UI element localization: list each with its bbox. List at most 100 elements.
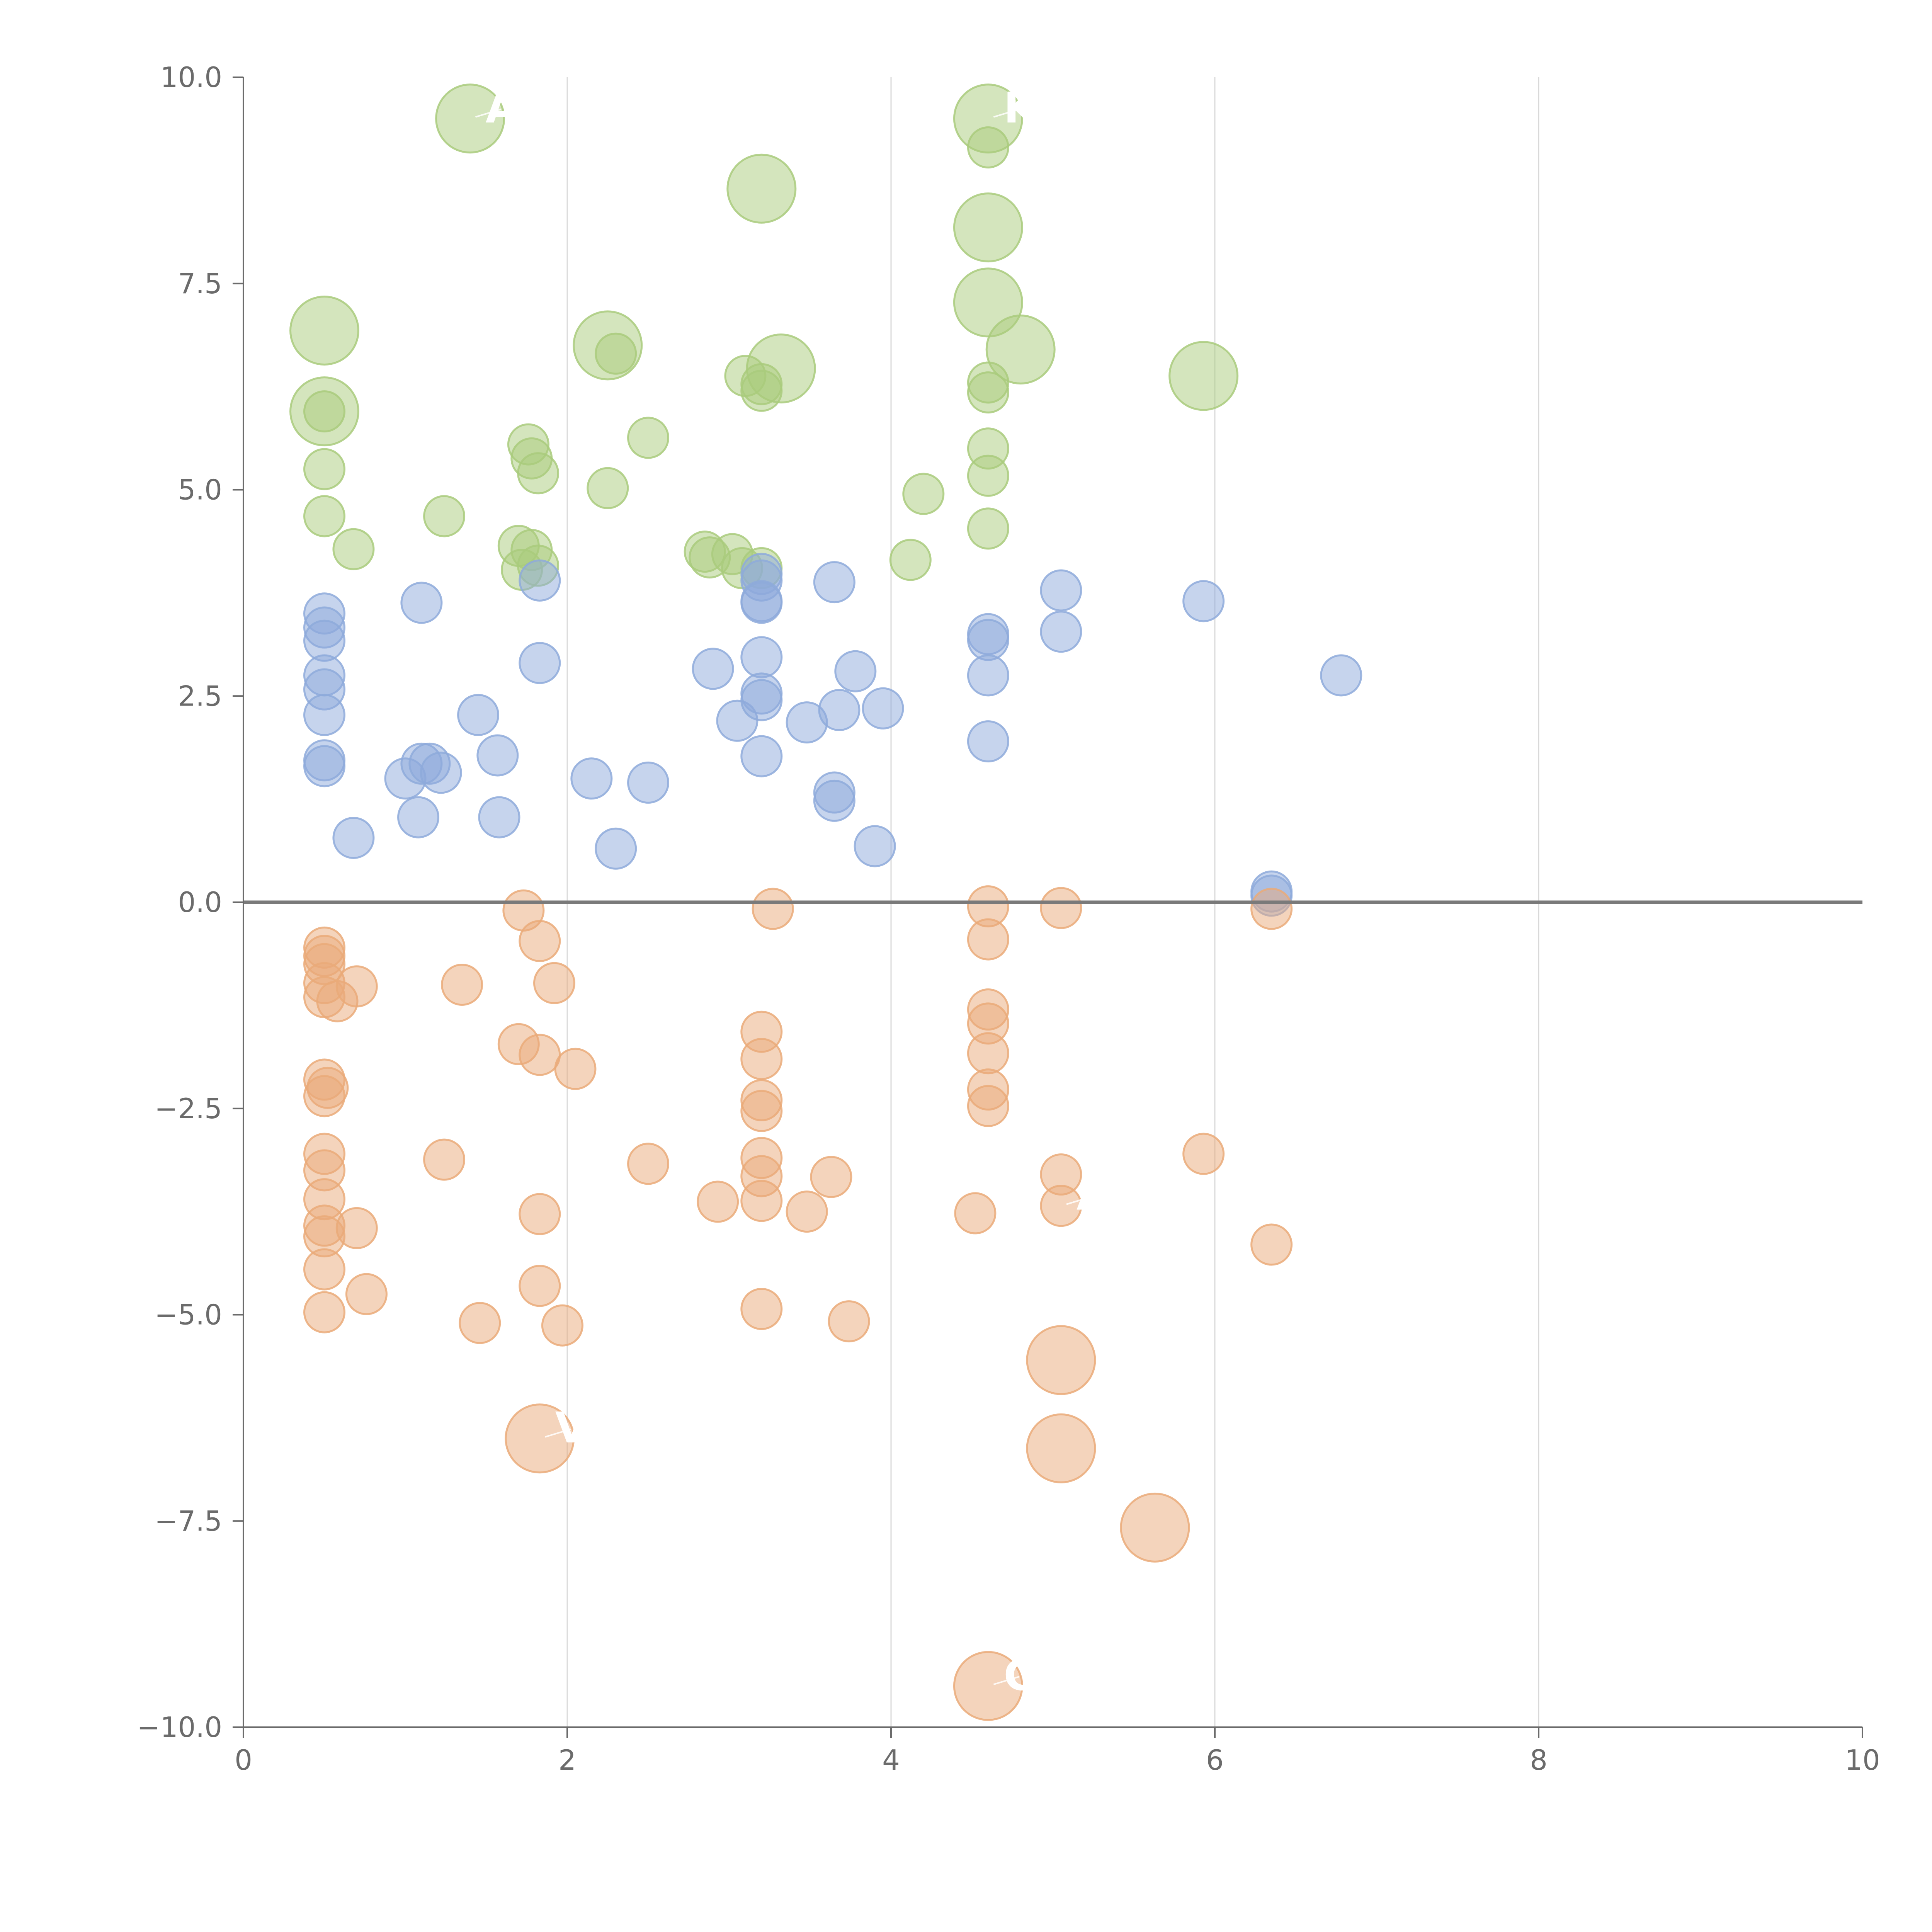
data-point-orange-23 bbox=[519, 920, 561, 962]
data-point-orange-28 bbox=[519, 1193, 561, 1235]
data-point-blue-16 bbox=[476, 734, 519, 777]
data-point-blue-28 bbox=[740, 582, 783, 624]
x-tick-label-1: 2 bbox=[558, 1744, 576, 1776]
points-layer bbox=[289, 83, 1362, 1721]
data-point-blue-13 bbox=[420, 752, 462, 794]
data-point-orange-47 bbox=[967, 918, 1009, 961]
data-point-orange-30 bbox=[541, 1304, 583, 1347]
data-point-orange-6 bbox=[335, 965, 378, 1008]
axis-layer: 0 2 4 6 8 10 −10.0 −7.5 −5.0 −2.5 0.0 2.5 5.0 7.5 10.0 bbox=[137, 61, 1880, 1776]
data-point-orange-9 bbox=[303, 1075, 345, 1117]
data-point-orange-17 bbox=[303, 1291, 345, 1333]
data-point-green-41 bbox=[967, 507, 1009, 550]
data-point-blue-9 bbox=[400, 582, 443, 624]
data-point-orange-19 bbox=[441, 964, 483, 1006]
data-point-blue-50 bbox=[1320, 654, 1362, 697]
data-point-green-35 bbox=[902, 473, 945, 515]
data-point-orange-43 bbox=[786, 1190, 828, 1233]
data-point-green-1 bbox=[726, 153, 797, 224]
data-point-orange-55 bbox=[1040, 887, 1082, 929]
data-point-blue-42 bbox=[967, 619, 1009, 661]
y-tick-label-3: −2.5 bbox=[155, 1092, 222, 1125]
data-point-orange-60 bbox=[1120, 1492, 1190, 1563]
data-point-green-38 bbox=[967, 371, 1009, 414]
data-point-green-24 bbox=[517, 452, 560, 495]
data-point-blue-21 bbox=[595, 827, 637, 870]
annotation-leader-4 bbox=[993, 1676, 1019, 1685]
data-point-green-11 bbox=[303, 448, 345, 490]
data-point-green-40 bbox=[967, 454, 1009, 497]
data-point-blue-46 bbox=[1040, 611, 1082, 653]
data-point-orange-21 bbox=[459, 1302, 501, 1344]
data-point-orange-44 bbox=[810, 1156, 852, 1198]
data-point-green-0 bbox=[435, 83, 505, 154]
data-point-blue-19 bbox=[519, 642, 561, 684]
annotation-label-4: C bbox=[1003, 1650, 1035, 1700]
y-tick-label-7: 7.5 bbox=[178, 267, 222, 300]
data-point-blue-40 bbox=[854, 825, 896, 867]
data-point-orange-29 bbox=[519, 1265, 561, 1307]
data-point-orange-41 bbox=[740, 1180, 783, 1222]
annotation-label-0: A bbox=[486, 83, 519, 133]
data-point-orange-59 bbox=[1026, 1413, 1096, 1483]
data-point-orange-42 bbox=[740, 1288, 783, 1330]
data-point-blue-36 bbox=[834, 650, 877, 692]
annotation-leader-2 bbox=[1066, 1196, 1092, 1205]
data-point-orange-62 bbox=[1250, 888, 1293, 930]
data-point-orange-31 bbox=[505, 1403, 575, 1474]
data-point-blue-14 bbox=[397, 796, 440, 838]
data-point-orange-45 bbox=[828, 1300, 870, 1343]
data-point-orange-54 bbox=[953, 1651, 1023, 1721]
data-point-green-16 bbox=[595, 332, 637, 375]
leader-layer bbox=[475, 108, 1092, 1685]
y-tick-label-8: 10.0 bbox=[160, 61, 222, 94]
data-point-orange-20 bbox=[423, 1138, 466, 1181]
annotation-label-1: K bbox=[1003, 83, 1038, 133]
data-point-green-3 bbox=[967, 126, 1009, 168]
data-point-orange-38 bbox=[740, 1090, 783, 1132]
data-point-green-25 bbox=[587, 467, 629, 509]
data-point-green-10 bbox=[303, 390, 345, 433]
annotation-leader-3 bbox=[545, 1428, 571, 1438]
data-point-blue-5 bbox=[303, 694, 345, 736]
data-point-orange-24 bbox=[533, 962, 575, 1004]
data-point-orange-15 bbox=[335, 1207, 378, 1249]
data-point-blue-34 bbox=[813, 561, 855, 604]
data-point-blue-47 bbox=[1182, 580, 1225, 622]
data-point-orange-52 bbox=[967, 1085, 1009, 1127]
data-point-green-21 bbox=[627, 417, 669, 459]
annotation-leader-0 bbox=[475, 108, 502, 118]
data-point-orange-63 bbox=[1250, 1223, 1293, 1266]
annotation-label-3: V bbox=[555, 1403, 588, 1452]
data-point-green-7 bbox=[1168, 341, 1239, 411]
data-point-orange-61 bbox=[1182, 1133, 1225, 1175]
x-tick-label-0: 0 bbox=[235, 1744, 252, 1776]
data-point-blue-35 bbox=[818, 689, 861, 731]
data-point-blue-18 bbox=[519, 559, 561, 602]
data-point-green-4 bbox=[953, 192, 1023, 263]
data-point-blue-43 bbox=[967, 654, 1009, 697]
data-point-blue-38 bbox=[813, 779, 855, 822]
x-tick-label-2: 4 bbox=[882, 1744, 900, 1776]
data-point-orange-16 bbox=[303, 1248, 345, 1291]
y-tick-label-6: 5.0 bbox=[178, 474, 222, 506]
y-tick-label-2: −5.0 bbox=[155, 1299, 222, 1331]
data-point-orange-34 bbox=[752, 888, 794, 930]
x-tick-label-3: 6 bbox=[1206, 1744, 1224, 1776]
x-tick-label-5: 10 bbox=[1845, 1744, 1880, 1776]
annotation-leader-1 bbox=[993, 108, 1019, 118]
data-point-orange-18 bbox=[345, 1273, 388, 1315]
data-point-orange-26 bbox=[519, 1034, 561, 1076]
data-point-blue-29 bbox=[740, 636, 783, 679]
data-point-blue-45 bbox=[1040, 569, 1082, 612]
data-point-orange-36 bbox=[740, 1038, 783, 1080]
data-point-green-14 bbox=[423, 495, 466, 537]
data-point-blue-7 bbox=[303, 745, 345, 787]
data-point-orange-33 bbox=[697, 1180, 739, 1223]
data-point-orange-27 bbox=[554, 1048, 597, 1090]
annotation-layer: A K A V C bbox=[486, 83, 1109, 1700]
data-point-blue-23 bbox=[692, 648, 734, 690]
data-point-orange-50 bbox=[967, 1032, 1009, 1075]
data-point-orange-53 bbox=[954, 1192, 997, 1235]
